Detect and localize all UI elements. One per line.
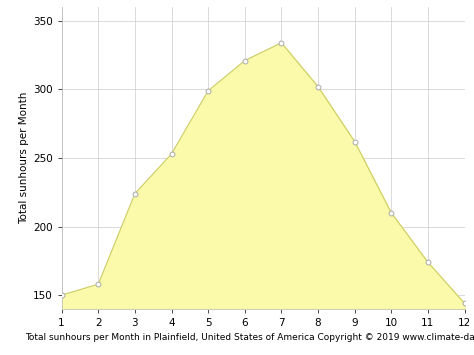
X-axis label: Total sunhours per Month in Plainfield, United States of America Copyright © 201: Total sunhours per Month in Plainfield, … bbox=[25, 333, 474, 343]
Y-axis label: Total sunhours per Month: Total sunhours per Month bbox=[18, 92, 28, 224]
